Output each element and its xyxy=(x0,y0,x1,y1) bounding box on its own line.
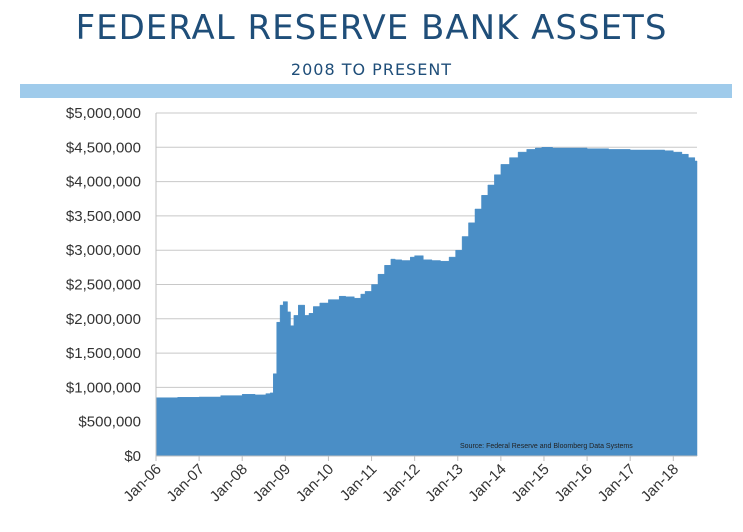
y-tick-label: $4,000,000 xyxy=(66,174,141,191)
x-tick-label: Jan-14 xyxy=(465,461,509,505)
x-tick-label: Jan-11 xyxy=(337,461,381,505)
x-tick-label: Jan-17 xyxy=(595,461,639,505)
y-tick-label: $4,500,000 xyxy=(66,139,141,156)
y-tick-label: $0 xyxy=(124,448,141,465)
y-tick-label: $1,000,000 xyxy=(66,379,141,396)
assets-area xyxy=(155,147,698,457)
axes xyxy=(155,113,697,461)
page-title: FEDERAL RESERVE BANK ASSETS xyxy=(75,8,668,48)
x-tick-label: Jan-15 xyxy=(508,461,552,505)
x-tick-label: Jan-18 xyxy=(638,461,682,505)
y-tick-label: $3,000,000 xyxy=(66,242,141,259)
y-tick-label: $5,000,000 xyxy=(66,105,141,122)
y-tick-label: $2,500,000 xyxy=(66,277,141,294)
y-tick-label: $2,000,000 xyxy=(66,311,141,328)
y-tick-label: $500,000 xyxy=(78,414,141,431)
x-tick-label: Jan-09 xyxy=(250,461,294,505)
x-tick-label: Jan-06 xyxy=(120,461,164,505)
x-tick-label: Jan-12 xyxy=(379,461,423,505)
page-subtitle: 2008 TO PRESENT xyxy=(290,60,453,79)
header-band xyxy=(20,84,732,98)
x-tick-label: Jan-16 xyxy=(551,461,595,505)
y-tick-labels: $0 $500,000 $1,000,000 $1,500,000 $2,000,000… xyxy=(66,105,141,465)
source-note: Source: Federal Reserve and Bloomberg Da… xyxy=(460,443,633,450)
x-tick-label: Jan-10 xyxy=(293,461,337,505)
y-tick-label: $1,500,000 xyxy=(66,345,141,362)
x-tick-label: Jan-07 xyxy=(163,461,207,505)
x-tick-label: Jan-08 xyxy=(207,461,251,505)
plot-area xyxy=(155,147,698,457)
y-tick-label: $3,500,000 xyxy=(66,208,141,225)
x-tick-label: Jan-13 xyxy=(422,461,466,505)
